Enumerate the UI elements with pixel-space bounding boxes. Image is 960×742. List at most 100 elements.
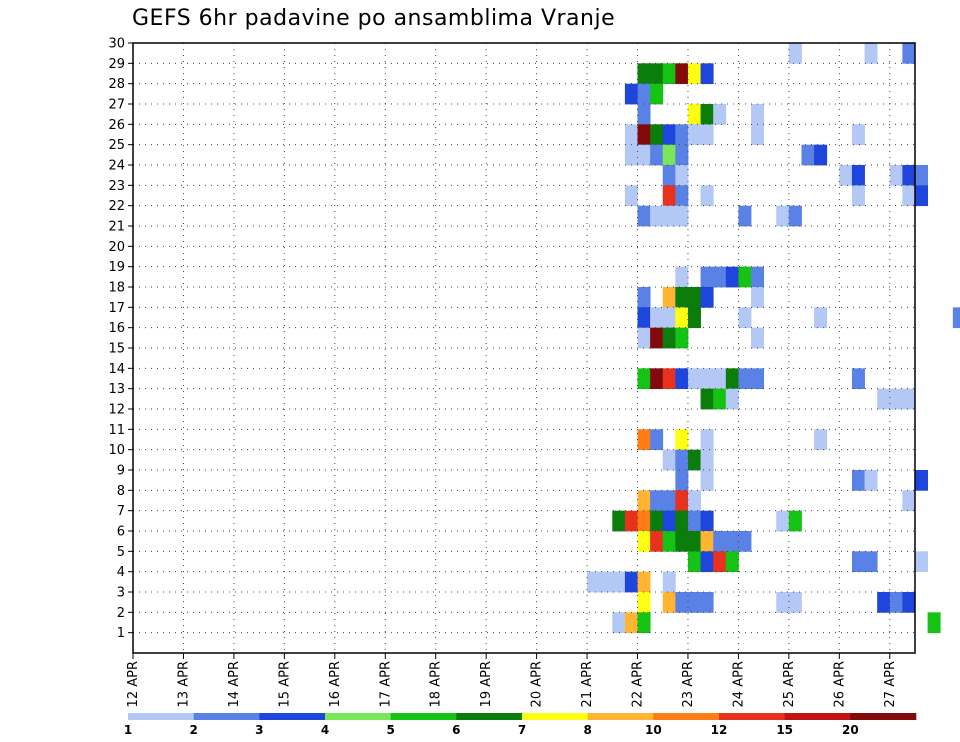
precip-cell	[877, 388, 891, 410]
precip-cell	[624, 612, 638, 634]
x-tick-label: 12 APR	[126, 661, 141, 707]
precip-cell	[675, 429, 689, 451]
precip-cell	[637, 83, 651, 105]
legend-swatch	[522, 713, 588, 720]
legend-label: 20	[842, 723, 859, 737]
precip-cell	[751, 124, 765, 146]
precip-cell	[637, 490, 651, 512]
legend-swatch	[456, 713, 523, 720]
cells-layer	[587, 43, 960, 634]
precip-cell	[687, 490, 701, 512]
precip-cell	[675, 327, 689, 349]
precip-cell	[725, 551, 739, 573]
legend-label: 4	[321, 723, 329, 737]
precip-cell	[650, 83, 664, 105]
precip-cell	[687, 368, 701, 390]
precip-cell	[713, 531, 727, 552]
precip-cell	[637, 63, 651, 85]
precip-cell	[700, 449, 714, 471]
precip-cell	[675, 490, 689, 512]
y-tick-label: 15	[108, 342, 125, 357]
precip-cell	[675, 531, 689, 552]
precip-cell	[738, 266, 752, 288]
x-tick-layer: 12 APR 13 APR 14 APR 15 APR 16 APR 17 APR 18 A…	[126, 653, 898, 707]
precip-cell	[700, 592, 714, 613]
precip-cell	[637, 531, 651, 552]
legend-swatch	[587, 713, 654, 720]
legend-label: 10	[645, 723, 662, 737]
precip-cell	[902, 185, 916, 207]
precip-cell	[725, 266, 739, 288]
precip-cell	[889, 592, 903, 613]
precip-cell	[801, 144, 815, 166]
precip-cell	[814, 307, 828, 329]
precip-cell	[751, 287, 765, 308]
precip-cell	[751, 104, 765, 125]
precip-cell	[675, 165, 689, 186]
precip-cell	[675, 368, 689, 390]
y-tick-label: 29	[108, 57, 125, 72]
y-tick-label: 17	[108, 301, 125, 316]
precip-cell	[675, 144, 689, 166]
precip-cell	[814, 429, 828, 451]
legend-label: 1	[124, 723, 132, 737]
precip-cell	[738, 205, 752, 227]
precip-cell	[687, 63, 701, 85]
y-tick-label: 26	[108, 118, 125, 133]
precip-cell	[788, 510, 802, 532]
legend-swatch	[259, 713, 326, 720]
precip-cell	[637, 368, 651, 390]
precip-cell	[687, 104, 701, 125]
precip-cell	[700, 470, 714, 491]
precip-cell	[612, 510, 626, 532]
precip-cell	[662, 185, 676, 207]
precip-cell	[700, 63, 714, 85]
legend-swatch	[719, 713, 785, 720]
y-tick-label: 3	[117, 586, 125, 601]
legend-label: 6	[452, 723, 460, 737]
precip-cell	[675, 205, 689, 227]
precip-cell	[915, 551, 929, 573]
precip-cell	[687, 449, 701, 471]
x-tick-label: 17 APR	[378, 661, 393, 707]
legend-label: 15	[776, 723, 793, 737]
precip-cell	[700, 104, 714, 125]
precip-cell	[650, 307, 664, 329]
y-tick-label: 12	[108, 403, 125, 418]
y-tick-label: 7	[117, 504, 125, 519]
precip-cell	[650, 124, 664, 146]
precip-cell	[587, 571, 601, 593]
precip-cell	[927, 612, 941, 634]
precip-cell	[687, 287, 701, 308]
legend-swatch	[128, 713, 194, 720]
precip-cell	[751, 368, 765, 390]
chart-title: GEFS 6hr padavine po ansamblima Vranje	[132, 6, 616, 31]
legend-label: 12	[711, 723, 728, 737]
y-tick-label: 5	[117, 545, 125, 560]
precip-cell	[687, 551, 701, 573]
precip-cell	[700, 429, 714, 451]
y-tick-label: 18	[108, 281, 125, 296]
x-tick-label: 21 APR	[580, 661, 595, 707]
precip-cell	[637, 429, 651, 451]
precip-cell	[788, 592, 802, 613]
precip-cell	[675, 185, 689, 207]
legend-swatch	[784, 713, 851, 720]
y-tick-label: 23	[108, 179, 125, 194]
precip-cell	[687, 592, 701, 613]
precip-cell	[662, 63, 676, 85]
legend-label: 7	[518, 723, 526, 737]
legend-label: 3	[255, 723, 263, 737]
precip-cell	[675, 124, 689, 146]
legend-swatch	[390, 713, 457, 720]
precip-cell	[700, 531, 714, 552]
precip-cell	[675, 287, 689, 308]
precip-cell	[687, 307, 701, 329]
precip-cell	[713, 104, 727, 125]
y-tick-layer: 1234567891011121314151617181920212223242…	[108, 37, 133, 641]
y-tick-label: 4	[117, 565, 125, 580]
precip-cell	[851, 124, 865, 146]
precip-cell	[902, 388, 916, 410]
precip-cell	[662, 490, 676, 512]
precip-cell	[650, 510, 664, 532]
